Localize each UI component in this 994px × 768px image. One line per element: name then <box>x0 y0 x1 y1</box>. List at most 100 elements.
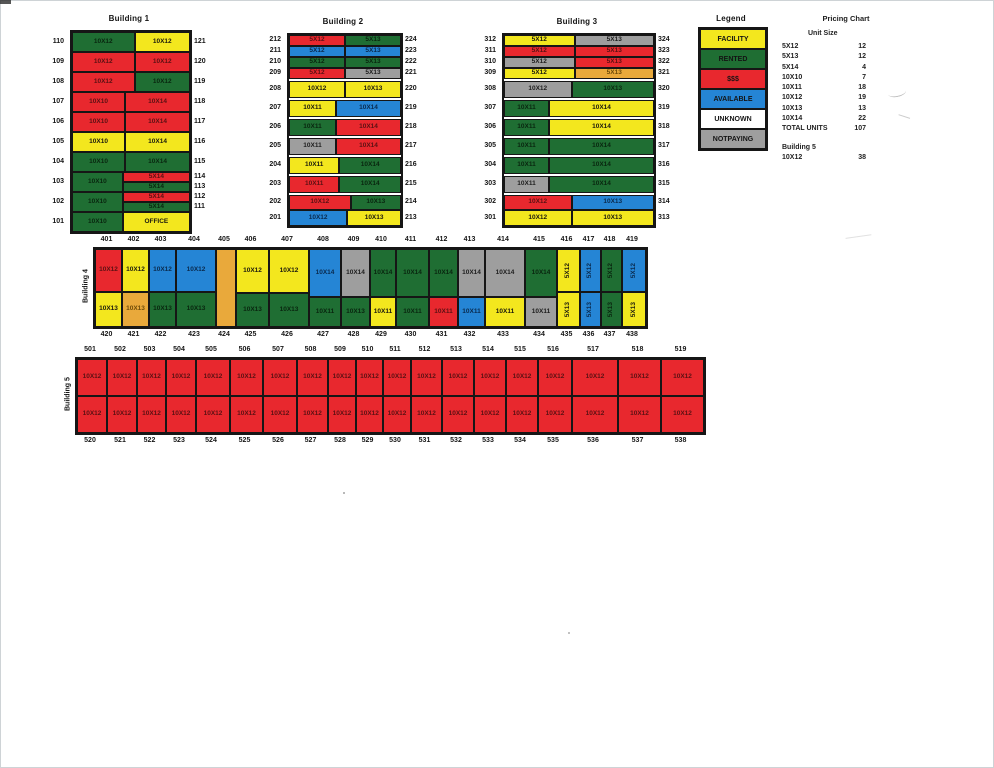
unit-size-label: 10X14 <box>346 268 365 276</box>
unit-size-label: 10X14 <box>359 142 378 150</box>
grid-row: 10X11 10X14 <box>289 176 401 193</box>
grid-column: 10X12 10X13 <box>236 249 269 327</box>
unit-101: 10X10 <box>72 212 123 232</box>
unit-435: 5X13 <box>557 291 580 327</box>
pricing-size: 10X12 <box>782 153 803 161</box>
unit-number-318: 318 <box>658 123 670 130</box>
unit-size-label: 10X12 <box>673 410 692 418</box>
unit-number-302: 302 <box>484 198 496 205</box>
unit-309: 5X12 <box>504 68 575 79</box>
unit-519: 10X12 <box>661 359 704 396</box>
grid-row: 10X10 10X14 <box>72 152 190 172</box>
pricing-total-row: TOTAL UNITS 107 <box>782 124 866 134</box>
unit-434: 10X11 <box>525 297 557 327</box>
unit-number-419: 419 <box>626 236 638 243</box>
grid-column <box>216 249 236 327</box>
unit-size-label: 5X13 <box>606 36 622 44</box>
unit-size-label: 10X12 <box>112 410 132 418</box>
building-4: Building 4 401 402 403 404 405 406 407 408 409 41… <box>81 236 661 341</box>
unit-size-label: 10X12 <box>417 373 436 381</box>
unit-313: 10X13 <box>571 210 654 226</box>
unit-size-label: 10X14 <box>592 180 611 188</box>
unit-size-label: 10X14 <box>531 268 551 276</box>
grid-row: 10X10 5X14 5X14 <box>72 192 190 212</box>
pricing-size: 10X14 <box>782 115 803 123</box>
unit-113: 5X14 <box>122 182 190 192</box>
unit-number-431: 431 <box>435 331 448 338</box>
unit-314: 10X13 <box>571 195 654 210</box>
unit-size-label: 5X14 <box>148 192 164 200</box>
unit-size-label: 5X13 <box>606 58 622 66</box>
unit-number-224: 224 <box>405 36 417 43</box>
unit-number-525: 525 <box>238 437 251 444</box>
unit-121: 10X12 <box>134 32 190 52</box>
unit-number-406: 406 <box>244 236 257 243</box>
unit-size-label: 10X12 <box>126 266 145 274</box>
unit-size-label: 10X11 <box>303 104 322 112</box>
unit-number-435: 435 <box>560 331 573 338</box>
unit-size-label: 10X12 <box>528 85 548 93</box>
unit-206: 10X11 <box>289 119 337 136</box>
unit-114: 5X14 <box>122 172 190 182</box>
unit-423: 10X13 <box>176 291 216 327</box>
unit-322: 5X13 <box>574 57 654 68</box>
unit-111: 5X14 <box>122 202 190 212</box>
unit-number-402: 402 <box>127 236 140 243</box>
unit-number-211: 211 <box>269 47 281 54</box>
unit-size-label: 10X13 <box>603 85 623 93</box>
unit-number-537: 537 <box>631 437 644 444</box>
unit-size-label: 10X13 <box>243 305 262 313</box>
legend-facility: FACILITY <box>700 29 766 49</box>
unit-535: 10X12 <box>538 396 572 433</box>
grid-row: 10X11 10X14 <box>289 119 401 136</box>
unit-size-label: 10X12 <box>387 410 407 418</box>
unit-size-label: 10X14 <box>148 97 167 105</box>
unit-323: 5X13 <box>574 46 654 57</box>
unit-size-label: 10X10 <box>87 177 107 185</box>
unit-number-108: 108 <box>52 77 64 85</box>
grid-column: 10X12 10X12 <box>474 359 506 433</box>
unit-310: 5X12 <box>504 57 575 68</box>
grid-row: 10X12 10X13 <box>289 210 401 226</box>
unit-number-434: 434 <box>533 331 545 338</box>
pricing-row-10X11: 10X11 18 <box>782 83 866 93</box>
unit-530: 10X12 <box>383 396 411 433</box>
grid-column: 10X12 10X13 <box>176 249 216 327</box>
unit-503: 10X12 <box>137 359 166 396</box>
unit-number-105: 105 <box>52 137 64 145</box>
unit-number-410: 410 <box>375 236 387 243</box>
unit-number-425: 425 <box>244 331 257 338</box>
unit-size-label: 10X12 <box>332 410 352 418</box>
unit-size-label: 10X14 <box>373 268 393 276</box>
unit-stack: 5X14 5X14 <box>122 192 190 212</box>
unit-203: 10X11 <box>289 176 340 193</box>
unit-size-label: 5X13 <box>365 36 381 44</box>
building-4-label: Building 4 <box>82 269 90 303</box>
unit-number-504: 504 <box>173 346 185 353</box>
unit-417: 5X12 <box>580 249 601 292</box>
unit-number-403: 403 <box>154 236 167 243</box>
unit-212: 5X12 <box>289 35 345 46</box>
unit-201: 10X12 <box>289 210 348 226</box>
unit-number-311: 311 <box>484 47 496 54</box>
grid-column: 10X14 10X11 <box>485 249 525 327</box>
unit-size-label: 10X12 <box>171 410 191 418</box>
pricing-subtitle: Unit Size <box>808 30 838 37</box>
unit-number-118: 118 <box>194 97 206 105</box>
unit-size-label: 5X14 <box>148 202 164 210</box>
unit-217: 10X14 <box>336 138 401 155</box>
unit-414: 10X14 <box>485 249 525 298</box>
unit-211: 5X12 <box>289 46 345 57</box>
grid-row: 10X11 10X14 <box>289 157 401 174</box>
unit-number-536: 536 <box>587 437 599 444</box>
unit-number-522: 522 <box>143 437 156 444</box>
unit-222: 5X13 <box>345 57 401 68</box>
unit-312: 5X12 <box>504 35 575 46</box>
unit-size-label: 5X12 <box>309 58 325 66</box>
grid-column: 10X12 10X12 <box>230 359 263 433</box>
grid-column: 10X12 10X12 <box>137 359 166 433</box>
unit-515: 10X12 <box>506 359 538 396</box>
unit-405 <box>216 249 236 327</box>
unit-size-label: 10X11 <box>373 307 393 315</box>
unit-number-120: 120 <box>194 57 206 65</box>
